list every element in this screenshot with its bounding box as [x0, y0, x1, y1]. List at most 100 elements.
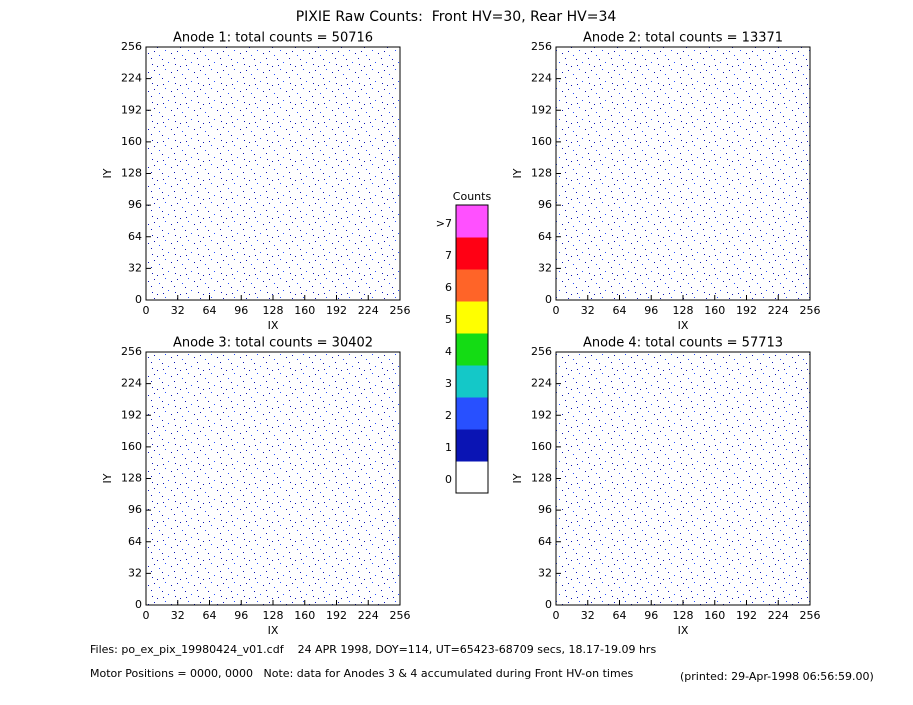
colorbar-label: 4 [445, 345, 452, 358]
x-tick-label: 128 [263, 304, 284, 317]
x-tick-label: 224 [768, 609, 789, 622]
x-tick-label: 256 [390, 304, 411, 317]
colorbar-label: 6 [445, 281, 452, 294]
y-tick-label: 96 [128, 503, 142, 516]
colorbar-label: 1 [445, 441, 452, 454]
y-tick-label: 64 [538, 230, 552, 243]
x-tick-label: 192 [736, 304, 757, 317]
y-axis-label: IY [511, 168, 524, 178]
y-tick-label: 32 [538, 566, 552, 579]
y-tick-label: 192 [121, 103, 142, 116]
panel-title: Anode 4: total counts = 57713 [583, 336, 783, 351]
y-tick-label: 224 [121, 72, 142, 85]
x-tick-label: 64 [203, 609, 217, 622]
x-tick-label: 224 [358, 304, 379, 317]
y-tick-label: 192 [121, 408, 142, 421]
x-tick-label: 32 [581, 304, 595, 317]
x-tick-label: 32 [581, 609, 595, 622]
x-tick-label: 160 [704, 304, 725, 317]
x-axis-label: IX [678, 624, 689, 637]
x-tick-label: 64 [203, 304, 217, 317]
colorbar-title: Counts [453, 190, 492, 203]
y-tick-label: 160 [121, 135, 142, 148]
y-tick-label: 0 [545, 598, 552, 611]
y-tick-label: 224 [531, 377, 552, 390]
y-axis-label: IY [101, 168, 114, 178]
figure-title: PIXIE Raw Counts: Front HV=30, Rear HV=3… [296, 9, 617, 25]
y-tick-label: 128 [121, 472, 142, 485]
y-tick-label: 192 [531, 103, 552, 116]
x-tick-label: 64 [613, 609, 627, 622]
x-axis-label: IX [268, 319, 279, 332]
y-tick-label: 160 [531, 440, 552, 453]
y-tick-label: 0 [135, 598, 142, 611]
heatmap-texture [556, 352, 810, 605]
colorbar-label: >7 [436, 217, 452, 230]
x-tick-label: 128 [673, 304, 694, 317]
footer-printed: (printed: 29-Apr-1998 06:56:59.00) [680, 670, 874, 683]
heatmap-texture [146, 47, 400, 300]
y-tick-label: 32 [128, 566, 142, 579]
colorbar-swatch [455, 204, 489, 238]
y-tick-label: 0 [135, 293, 142, 306]
heatmap-texture [556, 47, 810, 300]
y-tick-label: 96 [128, 198, 142, 211]
colorbar-label: 0 [445, 473, 452, 486]
y-tick-label: 64 [128, 535, 142, 548]
y-tick-label: 256 [121, 40, 142, 53]
x-tick-label: 32 [171, 609, 185, 622]
y-tick-label: 256 [531, 345, 552, 358]
x-axis-label: IX [678, 319, 689, 332]
y-tick-label: 32 [538, 261, 552, 274]
x-tick-label: 160 [294, 609, 315, 622]
x-tick-label: 96 [234, 304, 248, 317]
x-tick-label: 192 [326, 609, 347, 622]
x-tick-label: 0 [143, 304, 150, 317]
y-tick-label: 224 [531, 72, 552, 85]
x-tick-label: 224 [358, 609, 379, 622]
x-tick-label: 32 [171, 304, 185, 317]
y-tick-label: 160 [531, 135, 552, 148]
colorbar-label: 5 [445, 313, 452, 326]
x-tick-label: 224 [768, 304, 789, 317]
colorbar-frame [455, 204, 489, 494]
y-tick-label: 64 [538, 535, 552, 548]
x-tick-label: 128 [673, 609, 694, 622]
x-tick-label: 0 [553, 609, 560, 622]
panel-title: Anode 1: total counts = 50716 [173, 31, 373, 46]
x-tick-label: 256 [800, 304, 821, 317]
x-tick-label: 96 [234, 609, 248, 622]
x-tick-label: 256 [800, 609, 821, 622]
y-axis-label: IY [101, 473, 114, 483]
x-tick-label: 96 [644, 609, 658, 622]
y-tick-label: 224 [121, 377, 142, 390]
colorbar-swatch [455, 428, 489, 462]
x-tick-label: 128 [263, 609, 284, 622]
y-tick-label: 32 [128, 261, 142, 274]
x-tick-label: 64 [613, 304, 627, 317]
y-tick-label: 96 [538, 198, 552, 211]
y-tick-label: 192 [531, 408, 552, 421]
colorbar-swatch [455, 300, 489, 334]
x-tick-label: 96 [644, 304, 658, 317]
x-tick-label: 192 [736, 609, 757, 622]
y-tick-label: 0 [545, 293, 552, 306]
x-tick-label: 192 [326, 304, 347, 317]
colorbar-label: 2 [445, 409, 452, 422]
x-tick-label: 0 [553, 304, 560, 317]
x-tick-label: 160 [294, 304, 315, 317]
colorbar-label: 3 [445, 377, 452, 390]
heatmap-texture [146, 352, 400, 605]
x-tick-label: 256 [390, 609, 411, 622]
y-tick-label: 128 [531, 167, 552, 180]
y-tick-label: 128 [121, 167, 142, 180]
x-axis-label: IX [268, 624, 279, 637]
colorbar-swatch [455, 268, 489, 302]
y-tick-label: 128 [531, 472, 552, 485]
colorbar-swatch [455, 332, 489, 366]
colorbar-swatch [455, 396, 489, 430]
y-tick-label: 256 [121, 345, 142, 358]
y-tick-label: 256 [531, 40, 552, 53]
